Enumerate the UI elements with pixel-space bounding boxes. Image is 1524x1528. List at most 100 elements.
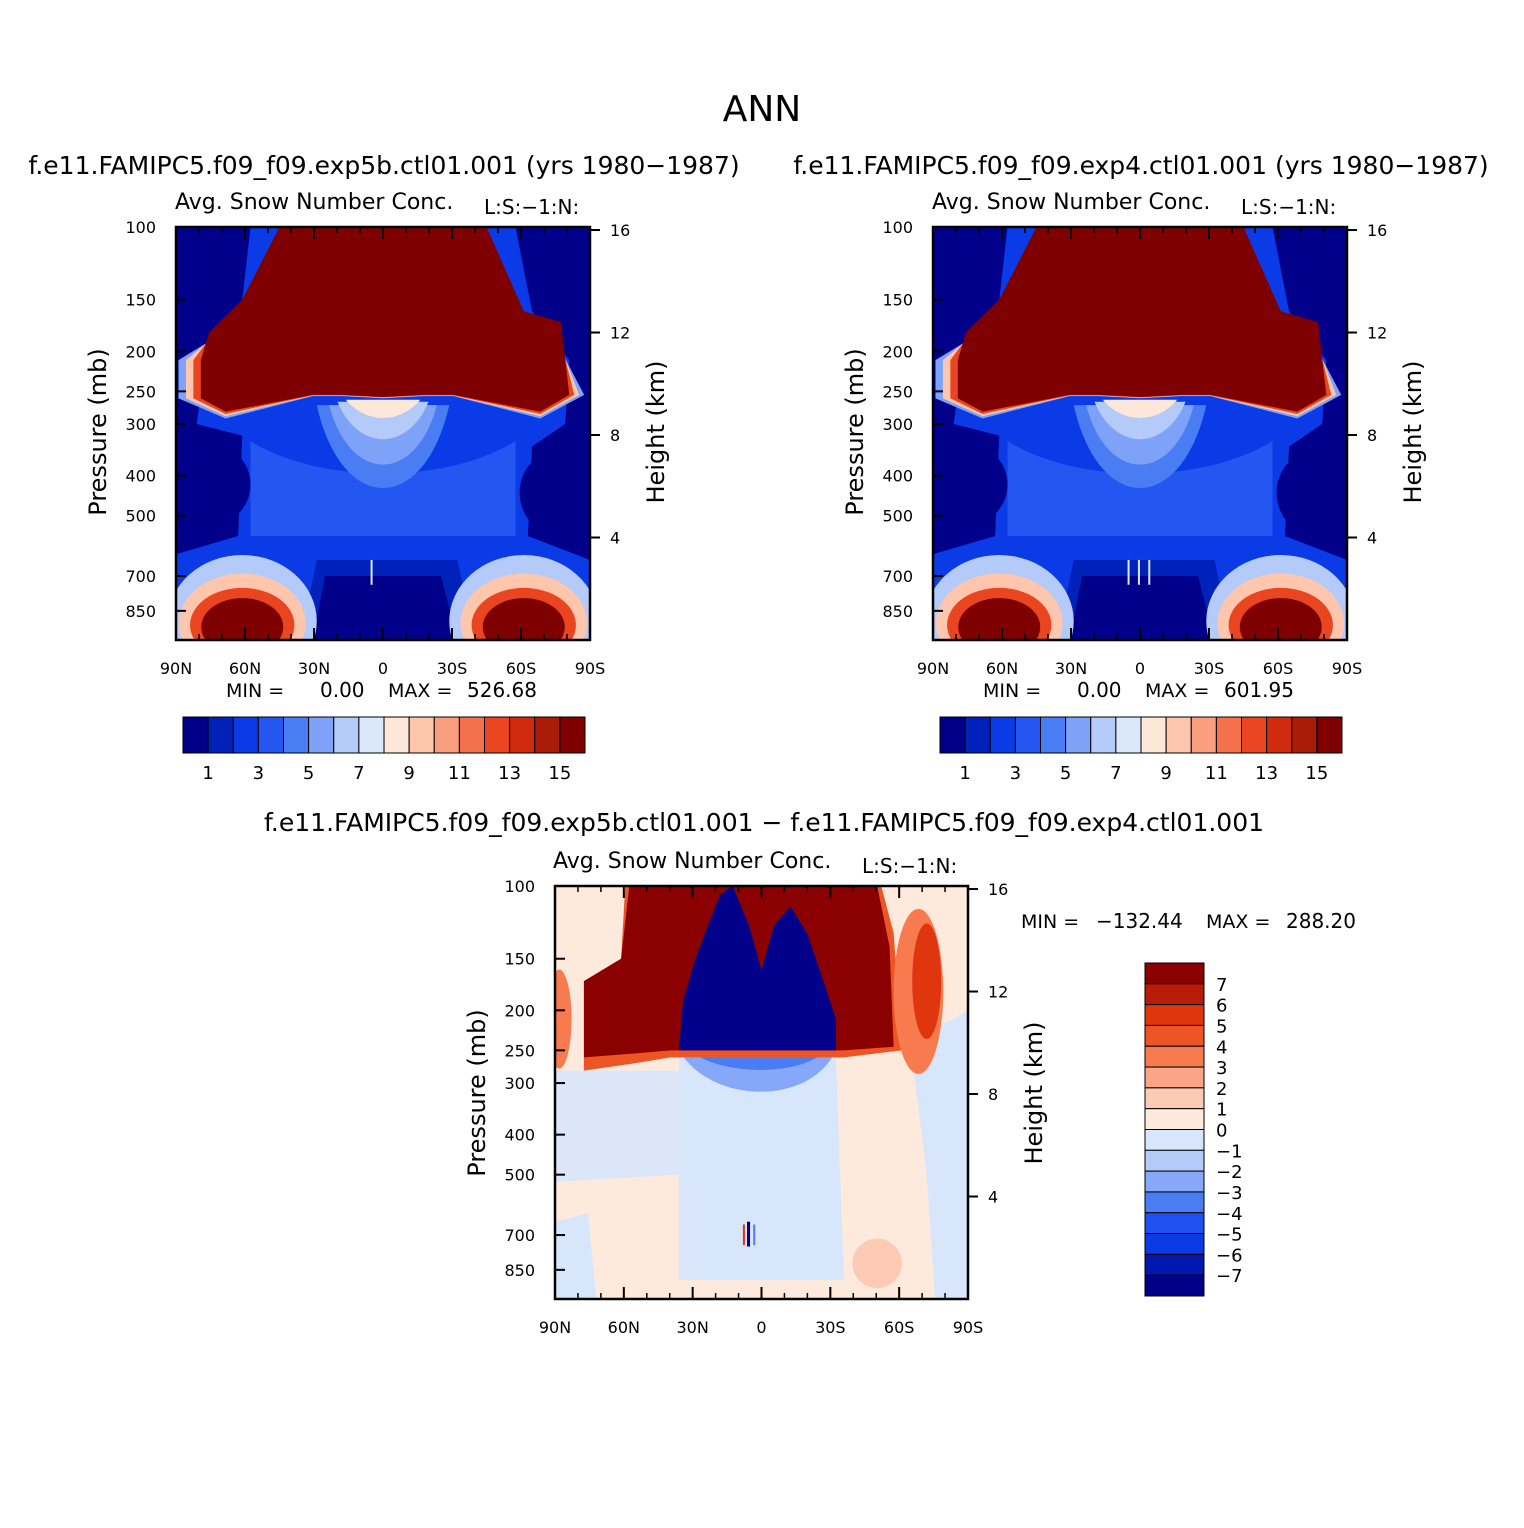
colorbar-box bbox=[1144, 1233, 1205, 1255]
colorbar-box bbox=[1215, 716, 1242, 754]
colorbar-box bbox=[232, 716, 259, 754]
y-axis-right-label: Height (km) bbox=[1020, 1022, 1048, 1165]
y-tick-label: 200 bbox=[504, 1001, 535, 1020]
panel-title: f.e11.FAMIPC5.f09_f09.exp5b.ctl01.001 (y… bbox=[28, 151, 739, 180]
y-tick-label: 150 bbox=[504, 950, 535, 969]
contour-region bbox=[1102, 399, 1178, 418]
min-label: MIN = bbox=[226, 680, 284, 702]
x-tick-label: 60S bbox=[1263, 659, 1294, 678]
colorbar-label: 7 bbox=[1110, 763, 1121, 784]
colorbar-label: 15 bbox=[548, 763, 571, 784]
x-tick-label: 60S bbox=[506, 659, 537, 678]
colorbar-box bbox=[509, 716, 536, 754]
colorbar-box bbox=[308, 716, 335, 754]
panel-difference: f.e11.FAMIPC5.f09_f09.exp5b.ctl01.001 − … bbox=[264, 808, 1356, 1337]
units-label: L:S:−1:N: bbox=[1241, 195, 1336, 219]
colorbar-box bbox=[534, 716, 561, 754]
colorbar-box bbox=[1266, 716, 1293, 754]
y-axis-label: Pressure (mb) bbox=[841, 348, 869, 515]
x-tick-label: 90S bbox=[575, 659, 606, 678]
colorbar-label: −5 bbox=[1216, 1225, 1243, 1246]
max-value: 526.68 bbox=[467, 678, 537, 702]
colorbar-box bbox=[1140, 716, 1167, 754]
y-axis-right-label: Height (km) bbox=[642, 361, 670, 504]
contour-region bbox=[852, 1238, 902, 1289]
contour-region bbox=[1069, 576, 1215, 640]
y-tick-label: 250 bbox=[125, 382, 156, 401]
contour-region bbox=[742, 1224, 745, 1246]
y-right-tick-label: 8 bbox=[1367, 426, 1377, 445]
contour-region bbox=[555, 1070, 679, 1182]
colorbar-label: 5 bbox=[1216, 1016, 1227, 1037]
y-tick-label: 250 bbox=[882, 382, 913, 401]
colorbar-box bbox=[333, 716, 360, 754]
y-tick-label: 850 bbox=[125, 602, 156, 621]
contour-region bbox=[200, 227, 570, 412]
colorbar-label: 6 bbox=[1216, 996, 1227, 1017]
x-tick-label: 30S bbox=[1194, 659, 1225, 678]
y-right-tick-label: 8 bbox=[610, 426, 620, 445]
colorbar-box bbox=[1144, 1149, 1205, 1172]
contour-region bbox=[312, 576, 458, 640]
colorbar-label: 7 bbox=[353, 763, 364, 784]
contour-region bbox=[1007, 441, 1273, 537]
max-label: MAX = bbox=[1145, 680, 1209, 702]
y-right-tick-label: 4 bbox=[1367, 529, 1377, 548]
colorbar-box bbox=[1144, 1045, 1205, 1068]
colorbar-label: 3 bbox=[1216, 1058, 1227, 1079]
colorbar-label: 9 bbox=[1160, 763, 1171, 784]
contour-region bbox=[1276, 451, 1347, 535]
colorbar-box bbox=[1144, 983, 1205, 1006]
y-tick-label: 300 bbox=[125, 415, 156, 434]
y-tick-label: 500 bbox=[882, 507, 913, 526]
x-tick-label: 30N bbox=[298, 659, 330, 678]
y-tick-label: 100 bbox=[504, 877, 535, 896]
y-right-tick-label: 12 bbox=[1367, 324, 1387, 343]
colorbar-label: 15 bbox=[1305, 763, 1328, 784]
x-tick-label: 30S bbox=[815, 1318, 846, 1337]
contour-region bbox=[370, 559, 373, 585]
colorbar-label: 5 bbox=[1060, 763, 1071, 784]
contour-region bbox=[176, 443, 251, 526]
contour-region bbox=[720, 1221, 812, 1247]
contour-field bbox=[933, 227, 1347, 640]
colorbar-label: 4 bbox=[1216, 1037, 1227, 1058]
plot-title: Avg. Snow Number Conc. bbox=[175, 190, 453, 215]
y-right-tick-label: 12 bbox=[988, 983, 1008, 1002]
min-label: MIN = bbox=[983, 680, 1041, 702]
colorbar-box bbox=[1144, 1129, 1205, 1151]
colorbar-box bbox=[182, 716, 209, 754]
colorbar-box bbox=[1190, 716, 1217, 754]
units-label: L:S:−1:N: bbox=[484, 195, 579, 219]
colorbar-box bbox=[1241, 716, 1268, 754]
colorbar-label: 1 bbox=[959, 763, 970, 784]
max-value: 288.20 bbox=[1286, 909, 1356, 933]
colorbar-label: 13 bbox=[1255, 763, 1278, 784]
colorbar-box bbox=[1144, 962, 1205, 985]
y-axis-label: Pressure (mb) bbox=[463, 1009, 491, 1176]
x-tick-label: 60N bbox=[986, 659, 1018, 678]
contour-region bbox=[933, 443, 1008, 526]
contour-field bbox=[555, 886, 968, 1299]
colorbar-box bbox=[1316, 716, 1343, 754]
colorbar-label: 11 bbox=[448, 763, 471, 784]
y-tick-label: 850 bbox=[882, 602, 913, 621]
contour-region bbox=[957, 227, 1327, 412]
x-tick-label: 90N bbox=[160, 659, 192, 678]
contour-region bbox=[1148, 559, 1151, 585]
contour-region bbox=[482, 598, 565, 640]
panel-experiment: f.e11.FAMIPC5.f09_f09.exp4.ctl01.001 (yr… bbox=[793, 151, 1488, 784]
x-tick-label: 90S bbox=[1332, 659, 1363, 678]
colorbar-label: 13 bbox=[498, 763, 521, 784]
y-tick-label: 250 bbox=[504, 1041, 535, 1060]
max-value: 601.95 bbox=[1224, 678, 1294, 702]
colorbar-box bbox=[484, 716, 511, 754]
colorbar-box bbox=[1040, 716, 1067, 754]
x-tick-label: 60N bbox=[229, 659, 261, 678]
colorbar-label: −4 bbox=[1216, 1204, 1243, 1225]
colorbar-label: 3 bbox=[253, 763, 264, 784]
min-value: 0.00 bbox=[1077, 678, 1122, 702]
y-tick-label: 100 bbox=[882, 218, 913, 237]
